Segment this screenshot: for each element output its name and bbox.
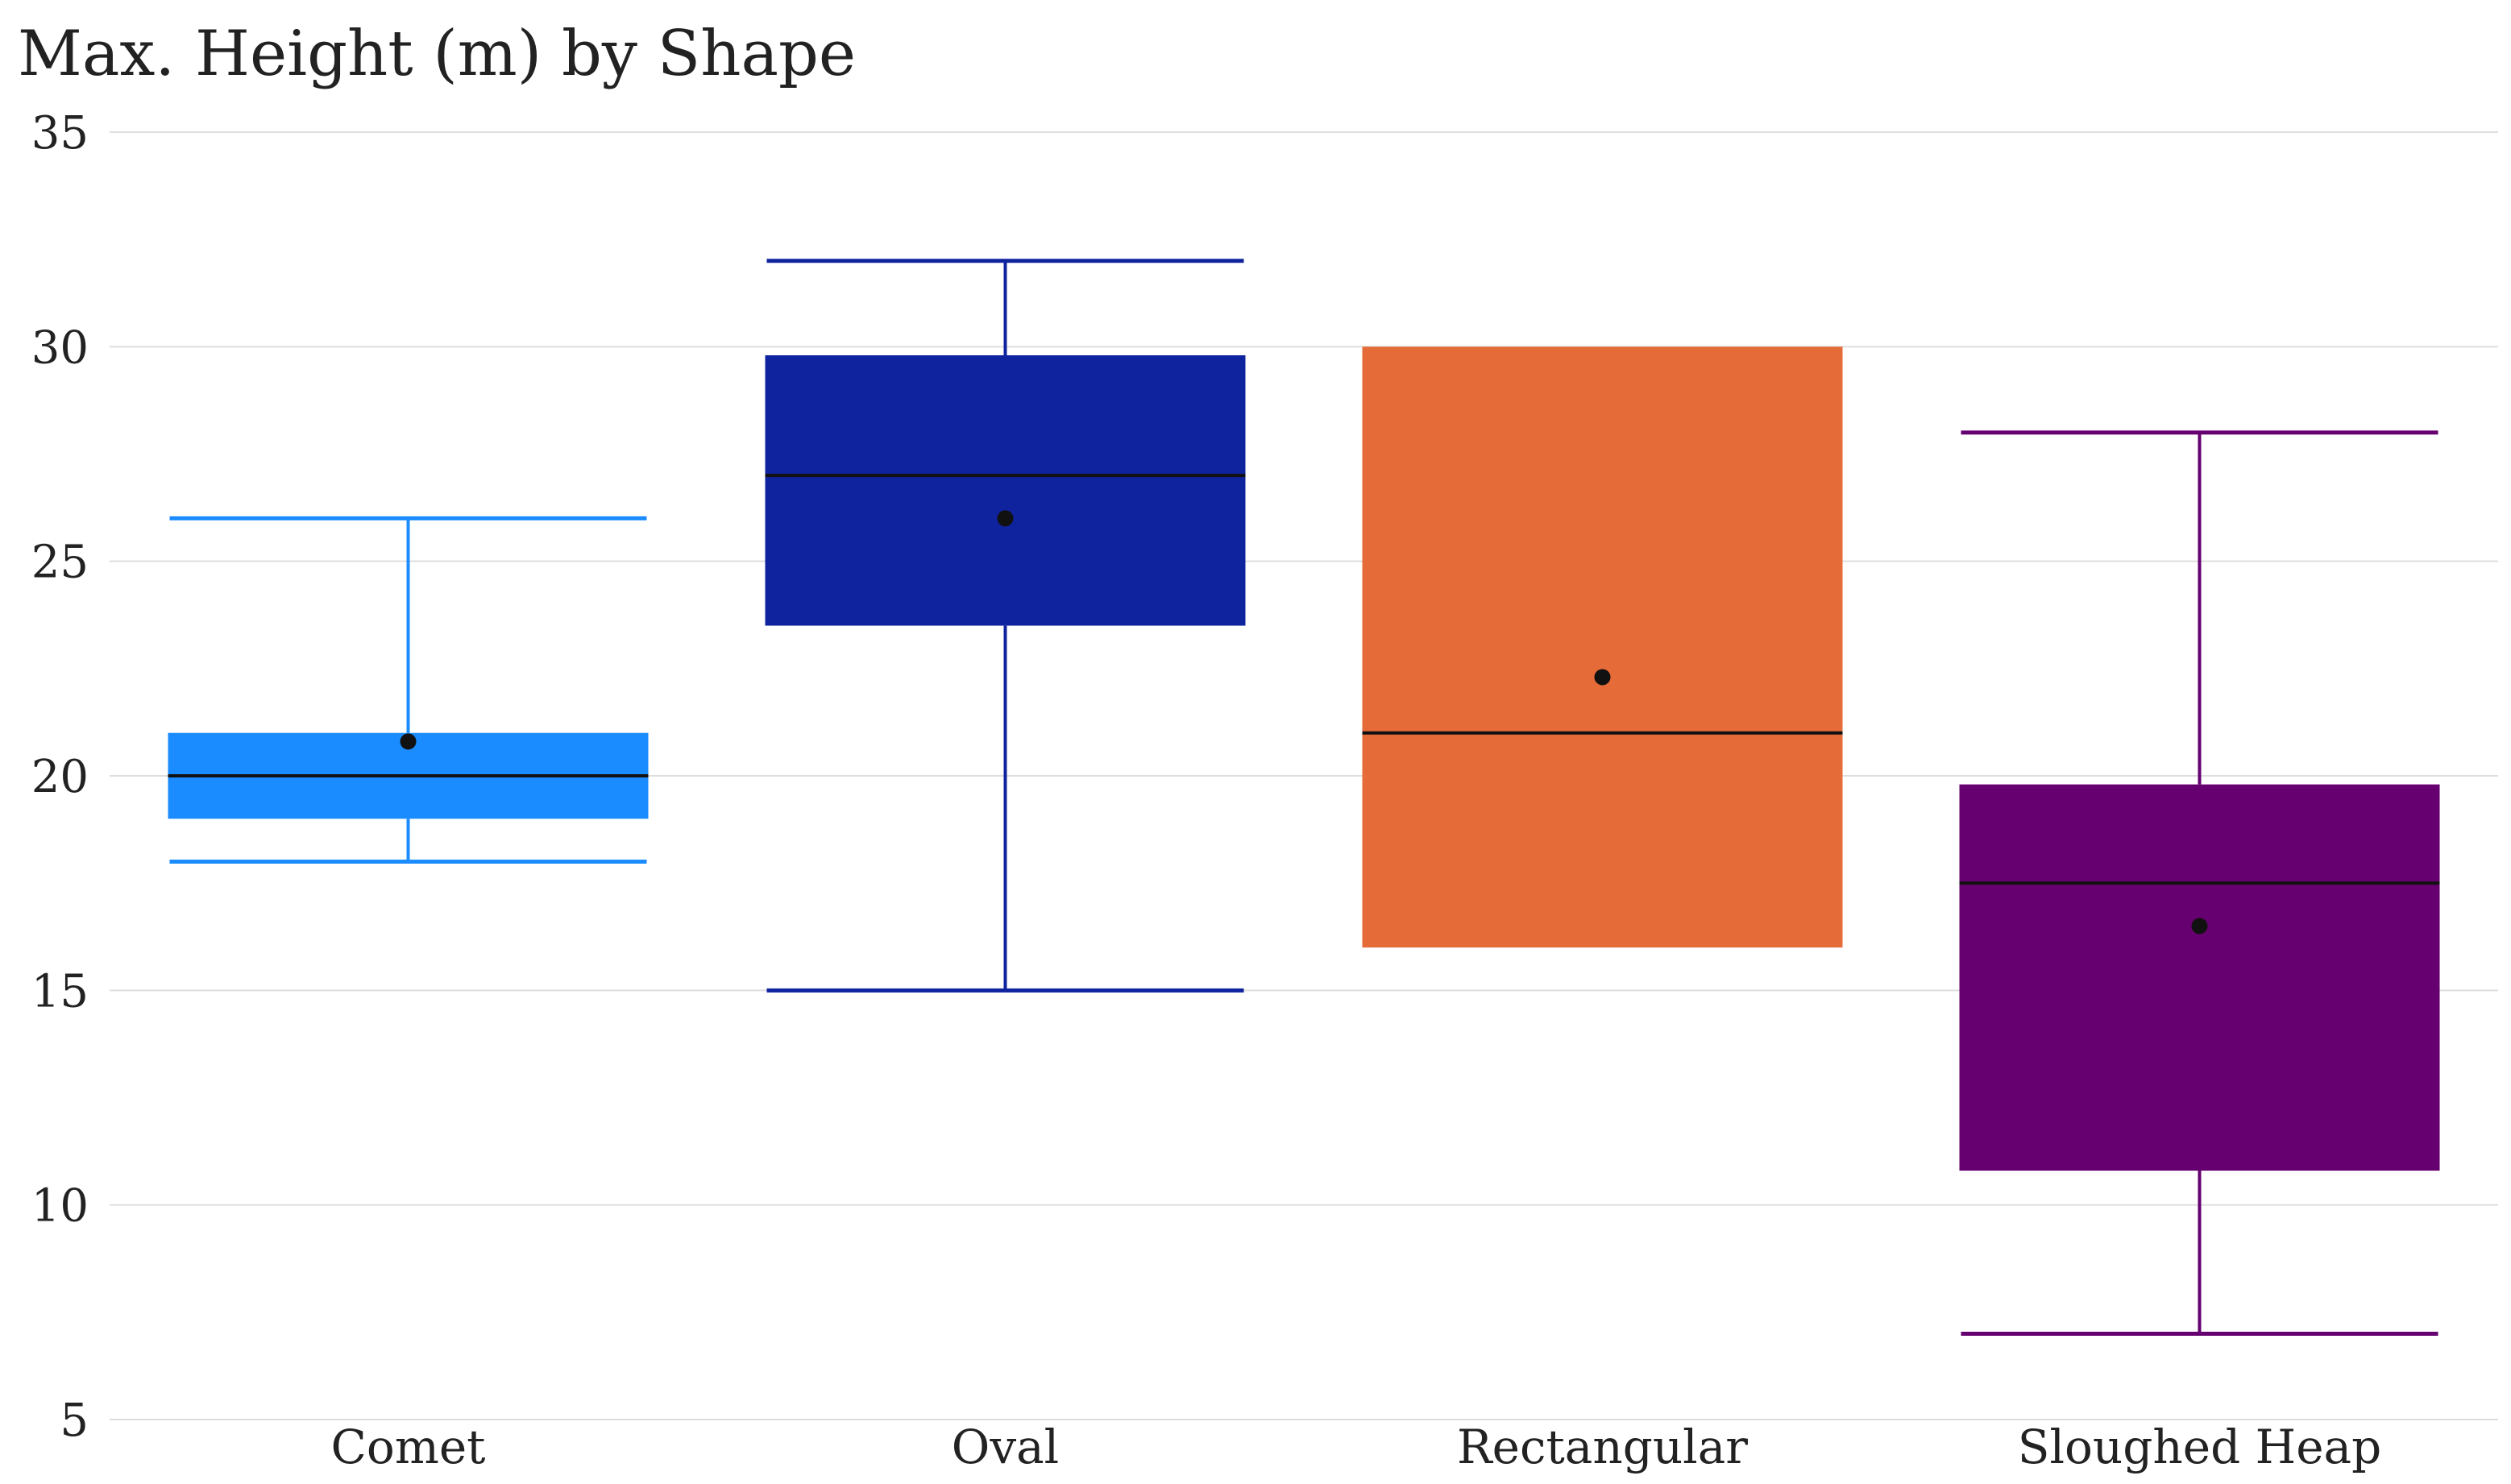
mean-marker-comet bbox=[400, 733, 417, 750]
x-category-label-comet: Comet bbox=[331, 1420, 486, 1474]
mean-marker-oval bbox=[997, 510, 1014, 527]
iqr-box-oval bbox=[765, 354, 1246, 626]
box-sloughed-heap bbox=[1959, 430, 2440, 1336]
box-rectangular bbox=[1362, 346, 1843, 948]
box-oval bbox=[765, 259, 1246, 993]
x-axis: Comet Oval Rectangular Sloughed Heap bbox=[331, 1420, 2382, 1474]
y-tick-label-20: 20 bbox=[31, 751, 89, 803]
y-tick-label-10: 10 bbox=[31, 1180, 89, 1233]
boxes bbox=[168, 259, 2440, 1336]
chart-title: Max. Height (m) by Shape bbox=[18, 18, 857, 90]
x-category-label-oval: Oval bbox=[952, 1420, 1059, 1474]
box-comet bbox=[168, 516, 649, 864]
x-category-label-sloughed-heap: Sloughed Heap bbox=[2018, 1420, 2382, 1474]
iqr-box-rectangular bbox=[1362, 346, 1843, 948]
y-tick-label-15: 15 bbox=[31, 965, 89, 1018]
y-tick-label-5: 5 bbox=[60, 1395, 89, 1447]
y-tick-label-30: 30 bbox=[31, 321, 89, 374]
mean-marker-rectangular bbox=[1594, 669, 1611, 686]
y-tick-label-25: 25 bbox=[31, 537, 89, 589]
x-category-label-rectangular: Rectangular bbox=[1457, 1420, 1748, 1474]
mean-marker-sloughed-heap bbox=[2191, 918, 2208, 935]
iqr-box-sloughed-heap bbox=[1959, 784, 2440, 1171]
y-axis: 5 10 15 20 25 30 35 bbox=[31, 107, 89, 1447]
y-tick-label-35: 35 bbox=[31, 107, 89, 160]
